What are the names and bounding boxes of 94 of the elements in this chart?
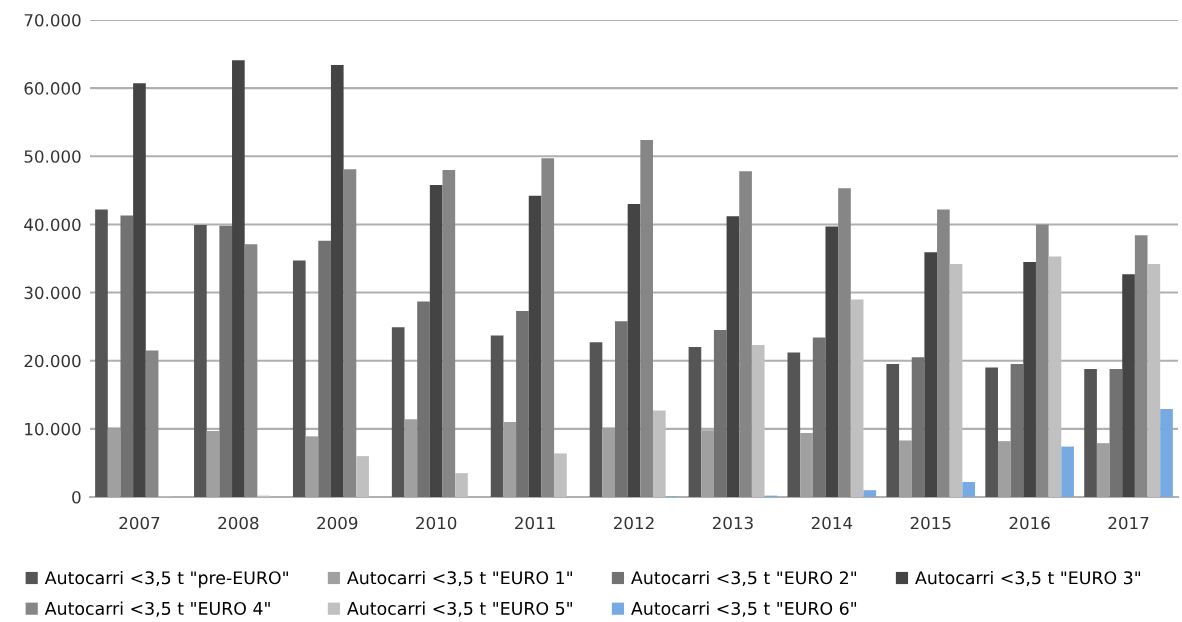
bar [713,330,727,497]
bar [838,188,851,497]
x-tick-label: 2010 [416,516,457,530]
bar [726,216,740,497]
bar [292,260,306,497]
y-tick-label: 40.000 [24,218,81,231]
legend-label: Autocarri <3,5 t "EURO 5" [347,601,572,617]
bar [442,169,456,497]
x-tick-label: 2015 [910,516,951,530]
bar [391,327,405,497]
bar [627,203,641,497]
x-tick-label: 2013 [712,516,753,530]
bar [356,456,369,497]
bar [541,158,555,497]
legend-label: Autocarri <3,5 t "EURO 2" [631,570,857,587]
x-tick-label: 2012 [614,516,654,530]
bar [787,352,801,497]
bar [429,184,443,497]
bar [1147,263,1161,497]
legend-label: Autocarri <3,5 t "pre-EURO" [44,570,288,588]
bar [318,240,331,497]
bar [962,482,976,497]
bar [554,453,567,497]
bar [232,60,245,497]
bar [219,225,233,497]
bar [330,64,344,497]
bar [937,209,950,497]
x-tick-label: 2007 [119,516,160,530]
bar [404,419,418,497]
bar [949,263,963,497]
bar [701,430,714,497]
bar [1096,443,1110,497]
bar [1048,256,1062,497]
legend-label: Autocarri <3,5 t "EURO 3" [915,570,1141,587]
bar [528,195,542,497]
bar [133,83,146,497]
bar [1023,261,1036,497]
x-tick-label: 2014 [811,516,853,530]
bar [244,244,258,497]
bar [516,310,529,497]
y-tick-label: 0 [72,490,81,504]
bar [751,345,765,497]
y-tick-label: 30.000 [24,286,81,300]
bar [95,209,108,497]
x-tick-label: 2011 [515,516,555,530]
y-tick-label: 10.000 [25,422,81,436]
bar [120,215,134,497]
bar [145,350,159,497]
x-tick-label: 2009 [317,516,358,530]
bar [985,367,998,497]
legend-label: Autocarri <3,5 t "EURO 1" [347,570,572,587]
bar [899,440,912,497]
x-tick-label: 2017 [1108,516,1149,530]
bar [343,169,357,497]
bar [886,364,900,497]
bar [800,432,813,497]
bar [589,342,603,497]
bar [615,321,628,497]
bar [863,490,877,497]
bar [688,347,702,497]
bar [812,337,826,497]
bar [194,225,207,497]
y-tick-label: 50.000 [24,150,81,163]
legend-label: Autocarri <3,5 t "EURO 6" [631,601,857,617]
bar [850,299,864,497]
bar [455,473,468,497]
bar [417,301,430,497]
x-tick-label: 2008 [218,516,259,530]
legend-label: Autocarri <3,5 t "EURO 4" [44,601,270,617]
bar [911,357,925,497]
bar [652,410,666,497]
bar [1084,368,1097,497]
bar [1122,274,1135,497]
bar [1061,446,1074,497]
bar [997,441,1011,497]
bar [924,252,938,497]
bar [640,139,653,497]
bar [1035,224,1049,497]
bar [305,436,319,497]
bar [602,427,616,497]
bar [739,171,752,497]
y-tick-label: 70.000 [24,13,81,27]
bar [107,427,121,497]
y-tick-label: 20.000 [24,354,81,368]
x-tick-label: 2016 [1009,516,1050,530]
bar [1010,364,1024,497]
bar [825,226,839,497]
bar [206,430,220,497]
bar [503,422,517,497]
bar [1160,409,1173,497]
bar [1134,235,1148,497]
bar [490,335,504,497]
y-tick-label: 60.000 [24,82,81,95]
bar [1109,368,1123,497]
